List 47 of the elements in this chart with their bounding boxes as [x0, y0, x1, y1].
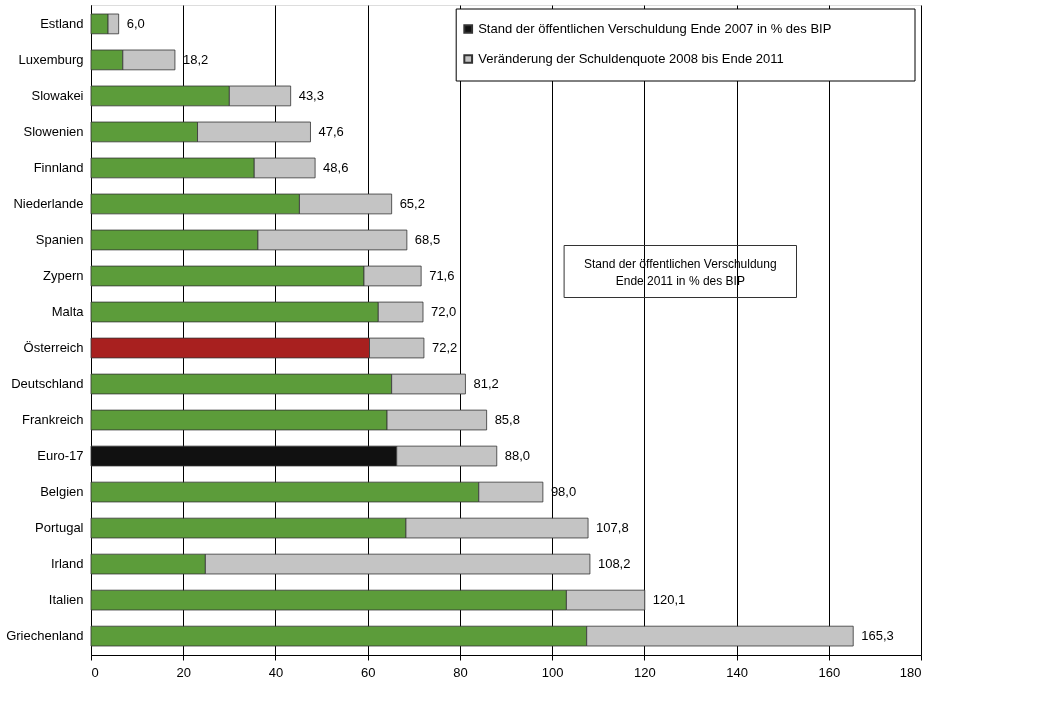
- total-label: 6,0: [126, 15, 145, 31]
- x-tick-label: 20: [176, 664, 191, 680]
- total-label: 165,3: [861, 628, 894, 644]
- y-tick-label: Griechenland: [6, 628, 84, 644]
- x-tick-label: 180: [899, 664, 922, 680]
- y-tick-label: Belgien: [40, 484, 84, 500]
- legend-label: Stand der öffentlichen Verschuldung Ende 2007 in % des BIP: [478, 21, 832, 36]
- y-tick-label: Frankreich: [22, 412, 84, 428]
- x-tick-label: 140: [726, 664, 748, 680]
- y-tick-label: Slowenien: [23, 123, 84, 139]
- total-label: 48,6: [323, 159, 349, 175]
- y-tick-label: Spanien: [35, 231, 84, 247]
- y-tick-label: Finnland: [33, 159, 84, 175]
- y-tick-label: Slowakei: [31, 87, 84, 103]
- total-label: 120,1: [652, 592, 686, 608]
- x-tick-label: 120: [633, 664, 656, 680]
- x-tick-label: 60: [360, 664, 376, 680]
- x-tick-label: 40: [268, 664, 284, 680]
- y-tick-label: Deutschland: [11, 376, 84, 392]
- total-label: 88,0: [504, 448, 531, 464]
- y-tick-label: Luxemburg: [18, 51, 84, 67]
- y-tick-label: Italien: [48, 592, 84, 608]
- total-label: 85,8: [494, 412, 520, 428]
- total-label: 108,2: [597, 556, 631, 572]
- total-label: 72,0: [431, 303, 457, 319]
- x-tick-label: 100: [541, 664, 564, 680]
- x-tick-label: 160: [818, 664, 841, 680]
- y-tick-label: Zypern: [43, 267, 84, 283]
- total-label: 65,2: [399, 195, 425, 211]
- x-tick-label: 0: [91, 664, 99, 680]
- total-label: 81,2: [473, 376, 499, 392]
- y-tick-label: Österreich: [23, 340, 84, 356]
- total-label: 47,6: [318, 123, 344, 139]
- legend-label: Veränderung der Schuldenquote 2008 bis Ende 2011: [478, 51, 784, 66]
- total-label: 68,5: [414, 231, 441, 247]
- y-tick-label: Euro-17: [37, 448, 84, 464]
- y-tick-label: Portugal: [35, 520, 84, 536]
- total-label: 18,2: [182, 51, 209, 67]
- x-tick-label: 80: [453, 664, 468, 680]
- total-label: 107,8: [596, 520, 629, 536]
- y-tick-label: Estland: [40, 15, 84, 31]
- total-label: 72,2: [431, 340, 458, 356]
- total-label: 71,6: [429, 267, 455, 283]
- y-tick-label: Irland: [50, 556, 84, 572]
- y-tick-label: Malta: [51, 303, 85, 319]
- y-tick-label: Niederlande: [13, 195, 84, 211]
- total-label: 43,3: [298, 87, 324, 103]
